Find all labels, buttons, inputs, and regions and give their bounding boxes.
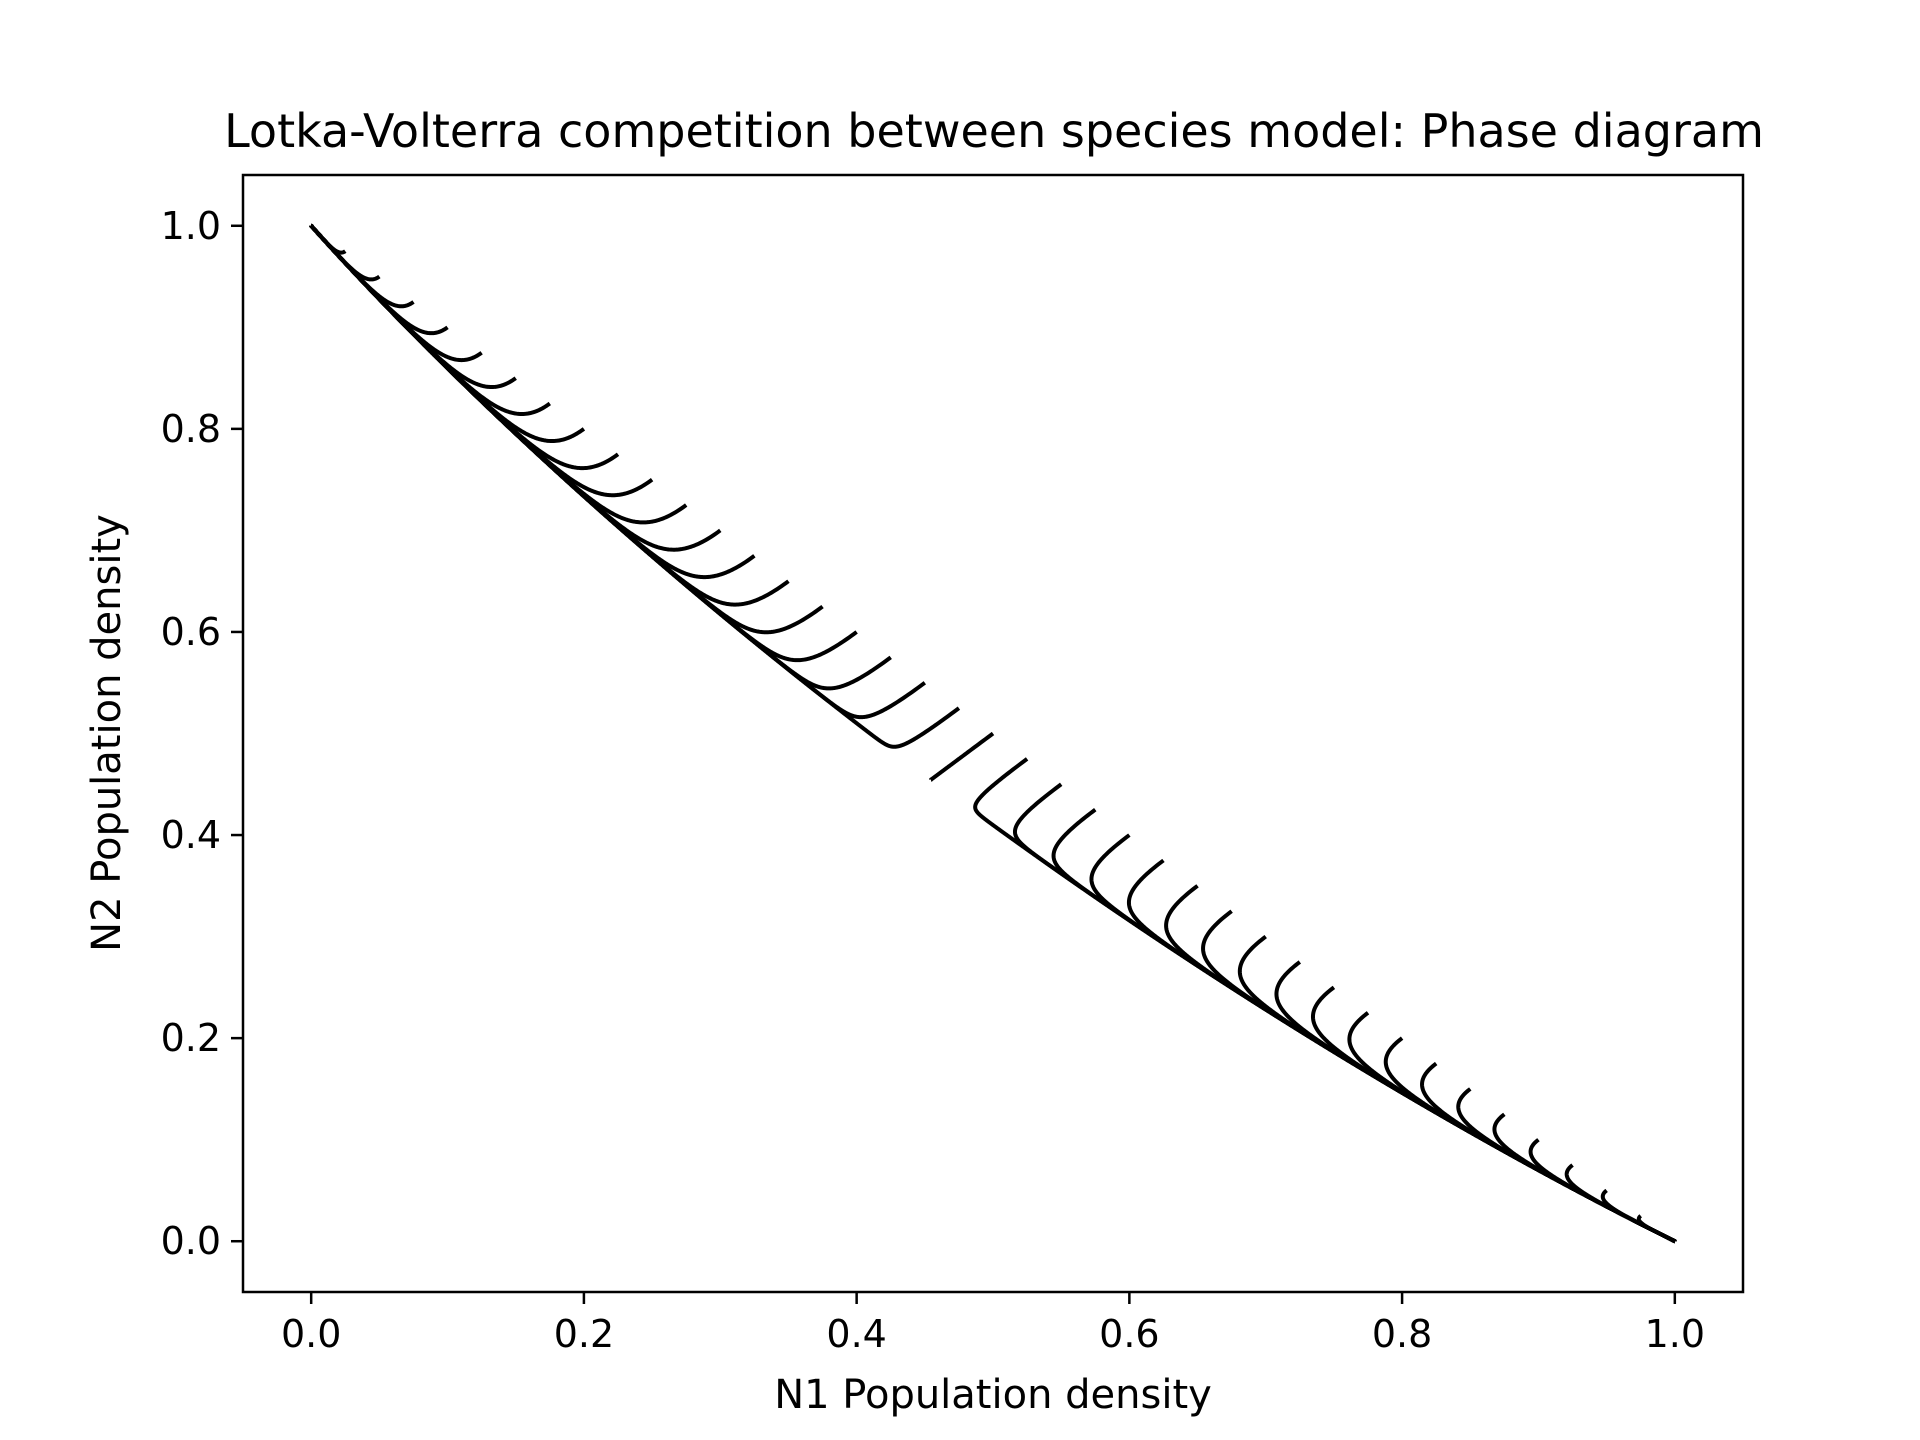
x-tick-label: 1.0 <box>1645 1312 1705 1356</box>
trajectory-line <box>1636 1214 1677 1244</box>
trajectory-line <box>1274 960 1677 1243</box>
x-axis: 0.0 0.2 0.4 0.6 0.8 1.0 <box>281 1292 1705 1356</box>
trajectory-line <box>309 223 449 336</box>
trajectory-line <box>377 296 961 749</box>
y-tick-label: 0.4 <box>161 813 221 857</box>
y-tick-label: 0.0 <box>161 1219 221 1263</box>
chart-title: Lotka-Volterra competition between speci… <box>224 104 1764 158</box>
trajectory-line <box>309 223 517 390</box>
x-tick-label: 0.0 <box>281 1312 341 1356</box>
trajectory-line <box>1237 934 1676 1243</box>
x-tick-label: 0.2 <box>554 1312 614 1356</box>
trajectory-line <box>1310 985 1677 1243</box>
trajectory-line <box>309 223 551 417</box>
trajectory-line <box>309 224 722 552</box>
x-tick-label: 0.8 <box>1372 1312 1432 1356</box>
plot-frame <box>241 173 1745 1294</box>
x-tick-label: 0.6 <box>1099 1312 1159 1356</box>
trajectory-line <box>1089 833 1672 1241</box>
trajectory-line <box>973 757 1579 1193</box>
x-tick-label: 0.4 <box>826 1312 886 1356</box>
y-tick-label: 0.6 <box>161 610 221 654</box>
trajectory-line <box>1420 1061 1677 1244</box>
trajectory-line <box>309 224 688 525</box>
trajectory-line <box>929 731 995 782</box>
y-axis: 0.0 0.2 0.4 0.6 0.8 1.0 <box>161 204 243 1263</box>
trajectory-line <box>1456 1087 1677 1244</box>
trajectory-line <box>310 225 790 607</box>
trajectory-line <box>312 227 858 663</box>
trajectory-line <box>309 223 483 363</box>
trajectory-line <box>309 224 620 471</box>
trajectory-line <box>309 223 415 309</box>
trajectory-line <box>1492 1112 1677 1244</box>
trajectory-line <box>309 224 654 498</box>
trajectory-line <box>1347 1011 1677 1243</box>
trajectory-line <box>1564 1163 1677 1244</box>
trajectory-line <box>311 226 824 635</box>
y-tick-label: 1.0 <box>161 204 221 248</box>
y-tick-label: 0.2 <box>161 1016 221 1060</box>
trajectory-line <box>1201 909 1676 1243</box>
trajectory-line <box>1164 884 1675 1243</box>
trajectory-line <box>1126 858 1674 1242</box>
trajectory-curves <box>309 223 1677 1244</box>
trajectory-line <box>1528 1138 1677 1244</box>
y-axis-label: N2 Population density <box>84 514 130 952</box>
x-axis-label: N1 Population density <box>774 1372 1212 1418</box>
y-tick-label: 0.8 <box>161 407 221 451</box>
